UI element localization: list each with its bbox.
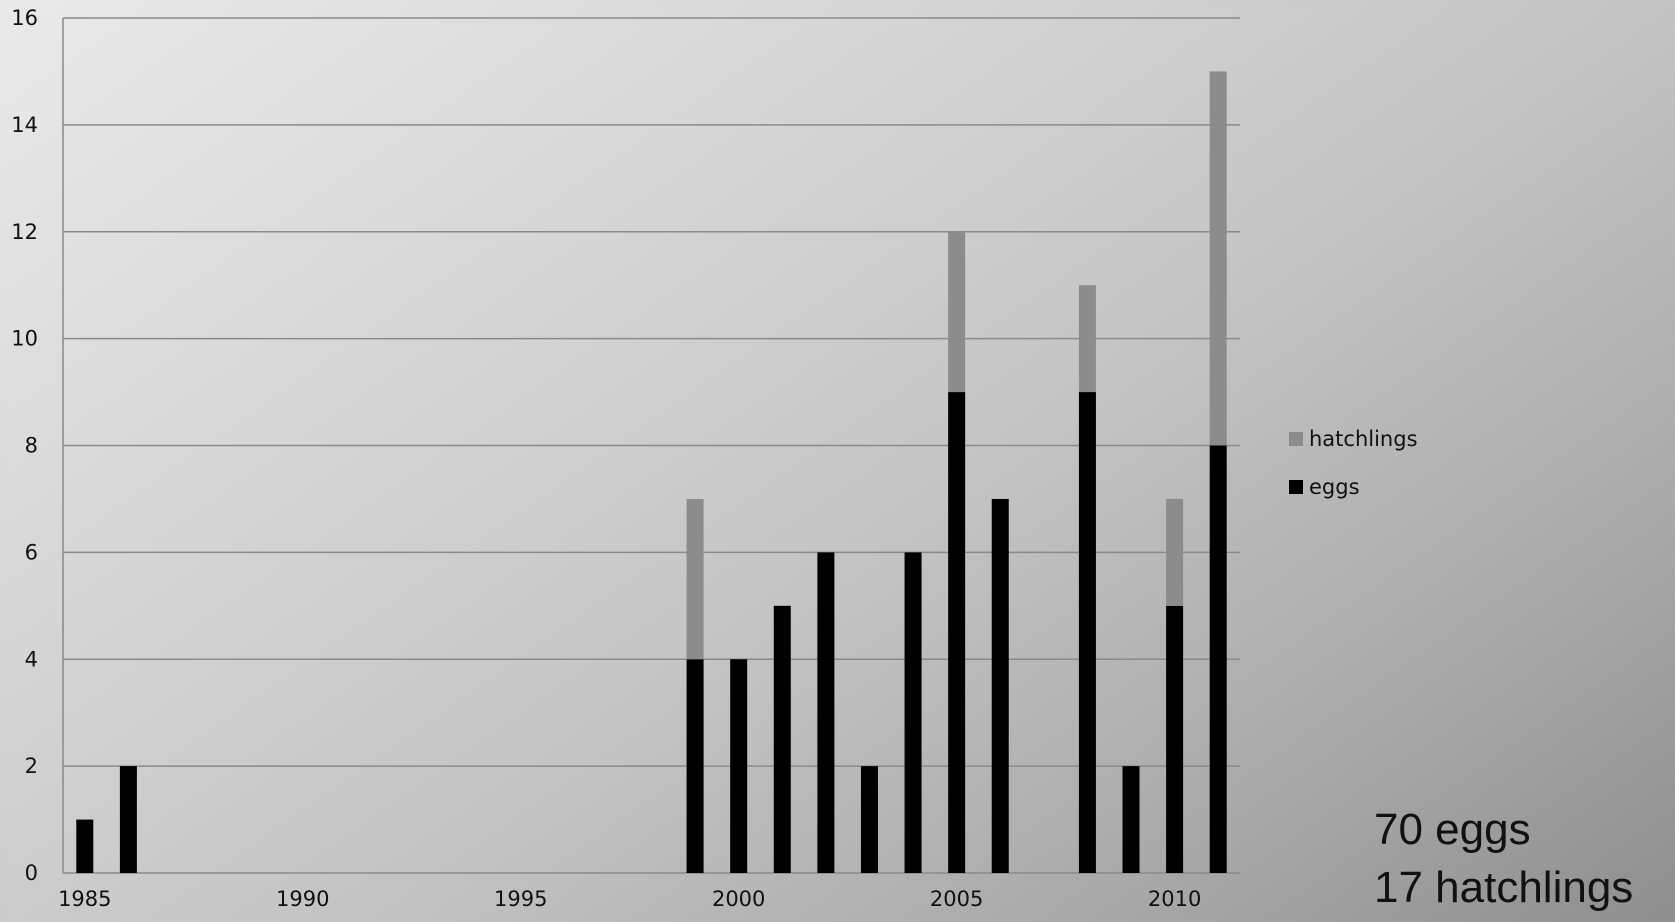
y-tick-label-4: 4 xyxy=(25,647,38,671)
bar-eggs-1985 xyxy=(76,819,94,873)
axes xyxy=(62,18,1240,874)
eggs-total-text: 70 eggs xyxy=(1374,805,1531,854)
legend-swatch-hatchlings xyxy=(1289,432,1303,446)
bars xyxy=(76,71,1227,873)
x-tick-label-2000: 2000 xyxy=(712,887,765,911)
bar-hatchlings-2005 xyxy=(948,231,966,393)
x-tick-label-2005: 2005 xyxy=(930,887,983,911)
y-tick-label-14: 14 xyxy=(11,113,38,137)
hatchlings-total-text: 17 hatchlings xyxy=(1374,863,1634,912)
legend-swatch-eggs xyxy=(1289,480,1303,494)
legend: hatchlings eggs xyxy=(1289,427,1418,499)
bar-eggs-2009 xyxy=(1122,766,1140,873)
x-tick-label-1985: 1985 xyxy=(58,887,111,911)
bar-eggs-2006 xyxy=(991,498,1009,873)
bar-hatchlings-2008 xyxy=(1078,285,1096,393)
bar-eggs-2000 xyxy=(730,659,748,873)
bar-eggs-2010 xyxy=(1166,605,1184,873)
bar-eggs-2004 xyxy=(904,552,922,873)
bar-eggs-2011 xyxy=(1209,445,1227,873)
bar-eggs-2008 xyxy=(1078,392,1096,873)
bar-eggs-2002 xyxy=(817,552,835,873)
tick-labels: 0 2 4 6 8 10 12 14 16 1985 1990 1995 2000 2005 2010 xyxy=(11,6,1201,911)
gridlines xyxy=(63,17,1240,767)
bar-eggs-1986 xyxy=(119,766,137,873)
y-tick-label-12: 12 xyxy=(11,220,38,244)
legend-label-hatchlings: hatchlings xyxy=(1309,427,1418,451)
bar-hatchlings-1999 xyxy=(686,498,704,660)
y-tick-label-10: 10 xyxy=(11,327,38,351)
bar-eggs-2005 xyxy=(948,392,966,873)
y-tick-label-16: 16 xyxy=(11,6,38,30)
x-tick-label-2010: 2010 xyxy=(1148,887,1201,911)
legend-label-eggs: eggs xyxy=(1309,475,1360,499)
bar-eggs-2003 xyxy=(860,766,878,873)
y-tick-label-2: 2 xyxy=(25,754,38,778)
bar-eggs-2001 xyxy=(773,605,791,873)
y-tick-label-0: 0 xyxy=(25,861,38,885)
bar-hatchlings-2010 xyxy=(1166,498,1184,606)
y-tick-label-6: 6 xyxy=(25,540,38,564)
x-tick-label-1995: 1995 xyxy=(494,887,547,911)
x-tick-label-1990: 1990 xyxy=(276,887,329,911)
bar-eggs-1999 xyxy=(686,659,704,873)
y-tick-label-8: 8 xyxy=(25,434,38,458)
bar-hatchlings-2011 xyxy=(1209,71,1227,446)
